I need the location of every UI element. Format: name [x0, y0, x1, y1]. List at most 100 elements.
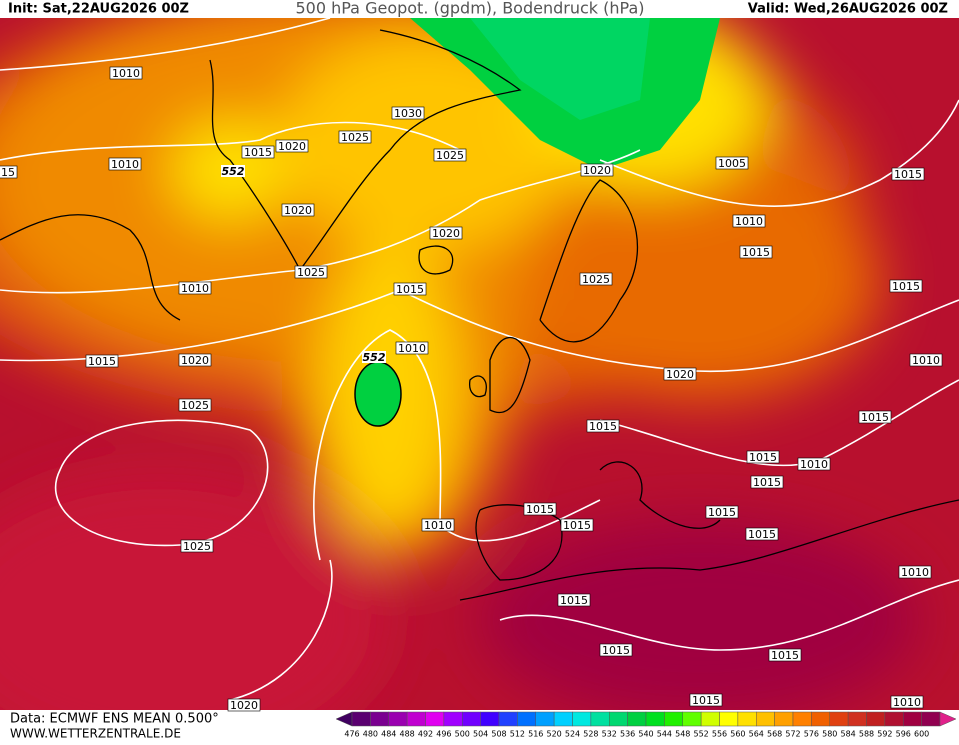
isobar-label-box: [421, 518, 455, 532]
isobar-label-box: [178, 281, 212, 295]
isobar-label: 1010: [181, 282, 209, 295]
colorbar-swatch: [682, 711, 702, 727]
colorbar-label: 540: [638, 730, 653, 739]
colorbar-swatch: [627, 711, 647, 727]
isobar-label: 1015: [602, 644, 630, 657]
colorbar-label: 476: [344, 730, 359, 739]
colorbar-label: 532: [602, 730, 617, 739]
colorbar-swatch: [664, 711, 683, 727]
isobar-label: 1010: [398, 342, 426, 355]
isobar-label-box: [705, 505, 739, 519]
colorbar-swatch: [462, 711, 481, 727]
isobar-label-box: [750, 475, 784, 489]
isobar-label-box: [890, 695, 924, 709]
colorbar-swatch: [425, 711, 445, 727]
isobar-label: 1015: [748, 528, 776, 541]
isobar-label-box: [180, 539, 214, 553]
isobar-label: 1010: [912, 354, 940, 367]
colorbar-label: 564: [749, 730, 764, 739]
colorbar-label: 600: [914, 730, 929, 739]
isobar-label-box: [891, 167, 925, 181]
isobar-label-box: [393, 282, 427, 296]
geopot-label-box: [362, 351, 386, 363]
isobar-label-box: [227, 698, 261, 712]
colorbar-label: 500: [455, 730, 470, 739]
isobar-label-box: [275, 139, 309, 153]
isobar-label-box: [663, 367, 697, 381]
geopot-label: 552: [363, 351, 386, 364]
isobar-label: 1025: [297, 266, 325, 279]
isobar-label: 1015: [892, 280, 920, 293]
map-title: 500 hPa Geopot. (gpdm), Bodendruck (hPa): [295, 0, 644, 18]
isobar-label: 1015: [396, 283, 424, 296]
isobar-label-box: [768, 648, 802, 662]
isobar-label: 1010: [424, 519, 452, 532]
isobar-label-box: [739, 245, 773, 259]
isobar-label-box: [889, 279, 923, 293]
isobar-label-box: [580, 163, 614, 177]
isobar-label-box: [898, 565, 932, 579]
isobar-label-box: [715, 156, 749, 170]
isobar-label-box: [560, 518, 594, 532]
isobar-label-box: [241, 145, 275, 159]
isobar-label: 1015: [560, 594, 588, 607]
colorbar-label: 596: [896, 730, 911, 739]
colorbar-label: 488: [399, 730, 414, 739]
isobar-label-box: [281, 203, 315, 217]
isobar-label: 1015: [742, 246, 770, 259]
isobar-label-box: [108, 157, 142, 171]
colorbar-label: 568: [767, 730, 782, 739]
isobar-label-box: [689, 693, 723, 707]
isobar-label: 1020: [278, 140, 306, 153]
isobar-label-box: [746, 450, 780, 464]
isobar-label: 1015: [563, 519, 591, 532]
colorbar-swatch: [847, 711, 867, 727]
colorbar: 476 480 484 488 492 496 500 504 508 512 516 520 524 5…: [335, 711, 957, 739]
isobar-label-box: [178, 398, 212, 412]
isobar-label: 1020: [181, 354, 209, 367]
colorbar-swatch: [903, 711, 922, 727]
isobar-label-box: [909, 353, 943, 367]
isobar-label: 1020: [432, 227, 460, 240]
website: WWW.WETTERZENTRALE.DE: [10, 727, 181, 741]
colorbar-arrow-left: [335, 711, 353, 727]
data-source: Data: ECMWF ENS MEAN 0.500°: [10, 712, 219, 727]
isobar-label: 1010: [893, 696, 921, 709]
labels: 1010 1010 1015 1020 1025 1030 1025 1020 1020 1025…: [0, 66, 943, 712]
colorbar-swatch: [535, 711, 555, 727]
colorbar-swatch: [553, 711, 573, 727]
isobar-label-box: [745, 527, 779, 541]
colorbar-label: 528: [583, 730, 598, 739]
colorbar-swatch: [737, 711, 757, 727]
isobar-label-box: [599, 643, 633, 657]
isobar-label: 1015: [753, 476, 781, 489]
isobar-label: 1015: [894, 168, 922, 181]
colorbar-swatch: [388, 711, 408, 727]
isobar-label: 1020: [583, 164, 611, 177]
colorbar-label: 508: [491, 730, 506, 739]
isobar-label: 1010: [800, 458, 828, 471]
isobar-label-box: [85, 354, 119, 368]
colorbar-swatch: [700, 711, 720, 727]
colorbar-swatch: [866, 711, 886, 727]
colorbar-label: 588: [859, 730, 874, 739]
isobar-label: 1015: [244, 146, 272, 159]
colorbar-swatch: [921, 711, 941, 727]
isobar-label: 1015: [589, 420, 617, 433]
colorbar-swatch: [756, 711, 775, 727]
isobar-label: 15: [1, 166, 15, 179]
colorbar-label: 524: [565, 730, 580, 739]
colorbar-label: 512: [510, 730, 525, 739]
colorbar-swatch: [590, 711, 610, 727]
isobar-label: 1025: [181, 399, 209, 412]
colorbar-swatch: [609, 711, 628, 727]
colorbar-label: 536: [620, 730, 635, 739]
colorbar-swatch: [517, 711, 536, 727]
colorbar-swatch: [406, 711, 426, 727]
colorbar-swatch: [829, 711, 849, 727]
isobar-label-box: [523, 502, 557, 516]
colorbar-label: 520: [546, 730, 561, 739]
isobar-label: 1020: [666, 368, 694, 381]
isobar-label-box: [338, 130, 372, 144]
